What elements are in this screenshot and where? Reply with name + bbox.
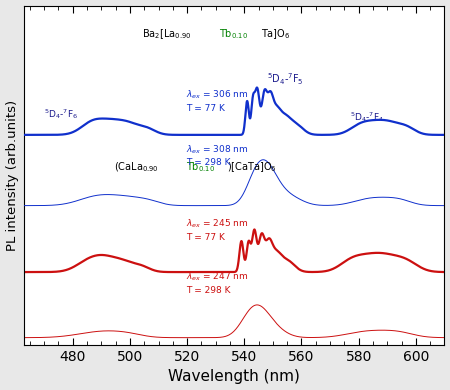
Text: Tb$_{0.10}$: Tb$_{0.10}$ [186, 160, 215, 174]
X-axis label: Wavelength (nm): Wavelength (nm) [168, 369, 300, 385]
Text: $\lambda_{ex}$ = 247 nm: $\lambda_{ex}$ = 247 nm [186, 270, 248, 283]
Text: $\lambda_{ex}$ = 308 nm: $\lambda_{ex}$ = 308 nm [186, 143, 248, 156]
Text: (CaLa$_{0.90}$: (CaLa$_{0.90}$ [114, 160, 159, 174]
Text: Tb$_{0.10}$: Tb$_{0.10}$ [219, 28, 248, 41]
Text: T = 77 K: T = 77 K [186, 104, 225, 113]
Text: T = 298 K: T = 298 K [186, 158, 230, 167]
Text: Ba$_2$[La$_{0.90}$: Ba$_2$[La$_{0.90}$ [142, 28, 191, 41]
Text: $^5$D$_4$-$^7$F$_4$: $^5$D$_4$-$^7$F$_4$ [350, 110, 384, 124]
Y-axis label: PL intensity (arb.units): PL intensity (arb.units) [5, 100, 18, 251]
Text: Ta]O$_6$: Ta]O$_6$ [261, 28, 290, 41]
Text: )[CaTa]O$_6$: )[CaTa]O$_6$ [227, 160, 276, 174]
Text: T = 77 K: T = 77 K [186, 233, 225, 242]
Text: $\lambda_{ex}$ = 306 nm: $\lambda_{ex}$ = 306 nm [186, 89, 248, 101]
Text: $^5$D$_4$-$^7$F$_6$: $^5$D$_4$-$^7$F$_6$ [44, 107, 78, 121]
Text: $\lambda_{ex}$ = 245 nm: $\lambda_{ex}$ = 245 nm [186, 218, 248, 230]
Text: T = 298 K: T = 298 K [186, 285, 230, 294]
Text: $^5$D$_4$-$^7$F$_5$: $^5$D$_4$-$^7$F$_5$ [267, 71, 304, 87]
